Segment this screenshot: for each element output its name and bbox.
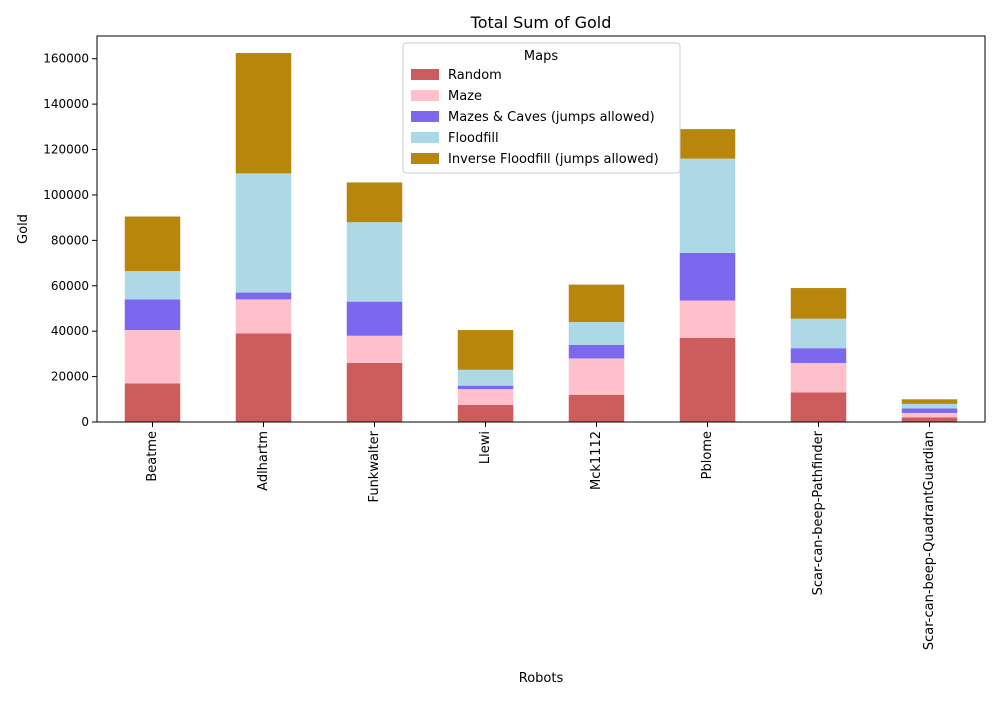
bar-scar-can-beep-quadrantguardian-series-4	[901, 399, 958, 404]
bar-pblome-series-1	[679, 300, 736, 338]
legend-title: Maps	[524, 49, 558, 64]
bar-llewi-series-1	[457, 389, 514, 405]
x-tick-label: Funkwalter	[367, 430, 382, 502]
x-axis-ticks: Beatme Adlhartm Funkwalter Llewi Mck1112 Pblo…	[145, 422, 937, 650]
bar-scar-can-beep-pathfinder-series-0	[790, 392, 847, 422]
bar-scar-can-beep-pathfinder-series-3	[790, 318, 847, 349]
bar-scar-can-beep-quadrantguardian-series-1	[901, 412, 958, 418]
bar-funkwalter-series-3	[346, 222, 403, 302]
x-tick-label: Llewi	[478, 431, 493, 464]
y-tick-label: 120000	[43, 143, 89, 157]
legend-label: Random	[448, 68, 502, 83]
bar-beatme-series-3	[124, 271, 181, 300]
chart-title: Total Sum of Gold	[470, 13, 612, 32]
x-tick-label: Mck1112	[589, 431, 604, 490]
bar-llewi-series-3	[457, 369, 514, 386]
y-tick-label: 0	[81, 415, 89, 429]
bar-funkwalter-series-0	[346, 362, 403, 422]
bar-pblome-series-4	[679, 129, 736, 159]
bar-pblome-series-2	[679, 252, 736, 301]
y-tick-label: 40000	[51, 324, 89, 338]
bar-adlhartm-series-4	[235, 53, 292, 174]
x-tick-label: Scar-can-beep-Pathfinder	[811, 430, 826, 595]
bar-beatme-series-2	[124, 299, 181, 331]
bar-scar-can-beep-quadrantguardian-series-3	[901, 403, 958, 409]
bar-scar-can-beep-pathfinder-series-4	[790, 288, 847, 319]
bar-mck1112-series-4	[568, 284, 625, 323]
legend-swatch	[411, 132, 439, 143]
bar-llewi-series-0	[457, 404, 514, 422]
x-tick-label: Beatme	[145, 431, 160, 482]
plot-frame	[96, 35, 986, 423]
y-tick-label: 100000	[43, 188, 89, 202]
legend-box	[402, 42, 681, 174]
bar-adlhartm-series-2	[235, 292, 292, 300]
x-tick-label: Adlhartm	[256, 431, 271, 491]
bar-adlhartm-series-1	[235, 299, 292, 334]
bar-mck1112-series-2	[568, 344, 625, 359]
legend-items: Random Maze Mazes & Caves (jumps allowed) F…	[411, 68, 659, 167]
legend-swatch	[411, 90, 439, 101]
bar-pblome-series-3	[679, 158, 736, 253]
bar-funkwalter-series-2	[346, 301, 403, 336]
legend-label: Inverse Floodfill (jumps allowed)	[448, 152, 659, 167]
legend: Maps Random Maze Mazes & Caves (jumps allo…	[402, 42, 681, 174]
bar-scar-can-beep-pathfinder-series-2	[790, 348, 847, 363]
bar-beatme-series-0	[124, 383, 181, 422]
bar-adlhartm-series-3	[235, 173, 292, 293]
bar-mck1112-series-1	[568, 358, 625, 395]
bar-beatme-series-4	[124, 216, 181, 272]
y-tick-label: 80000	[51, 233, 89, 247]
y-axis-ticks: 0 20000 40000 60000 80000 100000 120000 140000 1…	[43, 52, 97, 429]
legend-label: Floodfill	[448, 131, 499, 146]
y-tick-label: 60000	[51, 279, 89, 293]
bar-scar-can-beep-quadrantguardian-series-0	[901, 417, 958, 422]
x-tick-label: Pblome	[700, 431, 715, 479]
x-axis-label: Robots	[519, 671, 564, 686]
bar-llewi-series-2	[457, 385, 514, 390]
bar-pblome-series-0	[679, 337, 736, 422]
bar-funkwalter-series-1	[346, 335, 403, 363]
bar-llewi-series-4	[457, 330, 514, 370]
legend-swatch	[411, 69, 439, 80]
bar-mck1112-series-0	[568, 394, 625, 422]
bar-scar-can-beep-quadrantguardian-series-2	[901, 408, 958, 413]
bar-funkwalter-series-4	[346, 182, 403, 223]
bars-group	[124, 53, 958, 422]
bar-mck1112-series-3	[568, 322, 625, 345]
bar-adlhartm-series-0	[235, 333, 292, 422]
bar-scar-can-beep-pathfinder-series-1	[790, 362, 847, 393]
bar-beatme-series-1	[124, 330, 181, 384]
y-axis-label: Gold	[16, 214, 31, 244]
legend-swatch	[411, 111, 439, 122]
legend-label: Mazes & Caves (jumps allowed)	[448, 110, 655, 125]
y-tick-label: 160000	[43, 52, 89, 66]
y-tick-label: 140000	[43, 97, 89, 111]
x-tick-label: Scar-can-beep-QuadrantGuardian	[922, 431, 937, 650]
legend-label: Maze	[448, 89, 482, 104]
legend-swatch	[411, 153, 439, 164]
y-tick-label: 20000	[51, 370, 89, 384]
